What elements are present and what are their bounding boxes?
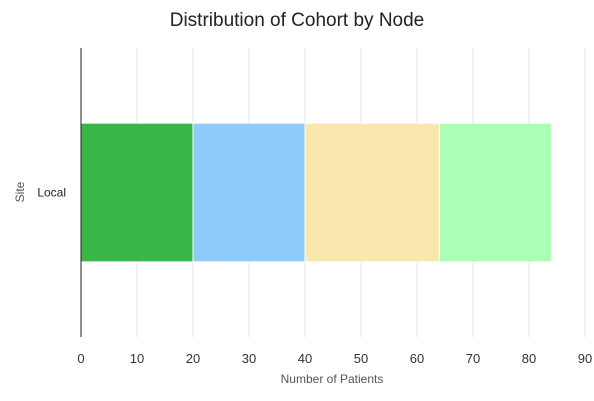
x-tick-label: 0 (77, 351, 84, 366)
x-tick-label: 40 (298, 351, 312, 366)
x-tick-labels: 0 10 20 30 40 50 60 70 80 90 (77, 351, 592, 366)
x-tick-label: 70 (466, 351, 480, 366)
x-tick-label: 80 (522, 351, 536, 366)
bar-segment-2 (192, 122, 306, 263)
y-axis-label: Site (13, 181, 27, 202)
bar-segment-3 (304, 122, 440, 263)
x-tick-label: 50 (354, 351, 368, 366)
category-labels: Local (37, 186, 66, 200)
category-label: Local (37, 186, 66, 200)
x-tick-label: 30 (242, 351, 256, 366)
x-tick-label: 20 (186, 351, 200, 366)
x-axis-label: Number of Patients (281, 372, 384, 386)
x-tick-label: 60 (410, 351, 424, 366)
x-tick-label: 10 (130, 351, 144, 366)
chart-title: Distribution of Cohort by Node (170, 10, 425, 31)
x-tick-label: 90 (578, 351, 592, 366)
bars (80, 122, 552, 263)
bar-segment-1 (80, 122, 194, 263)
bar-segment-4 (438, 122, 552, 263)
